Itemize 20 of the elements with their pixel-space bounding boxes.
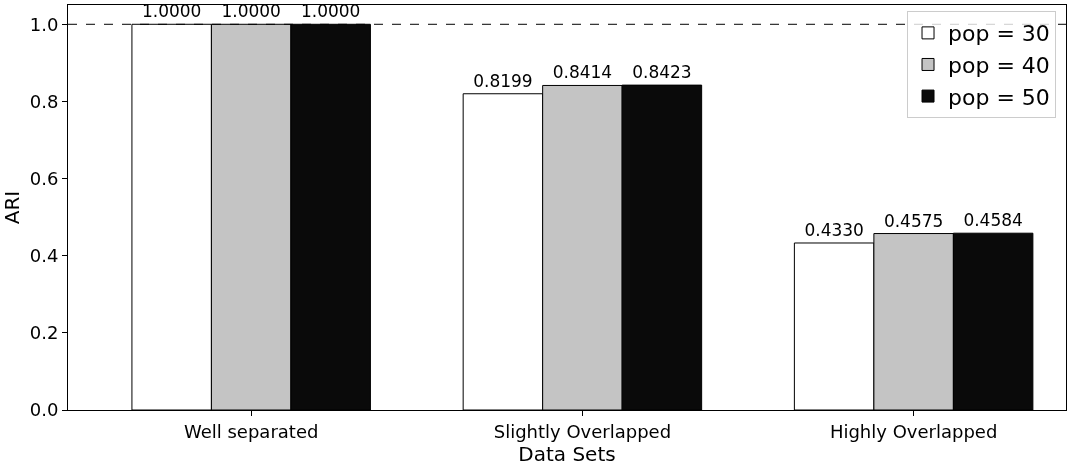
x-tick-label: Slightly Overlapped — [493, 420, 672, 442]
y-tick-label: 1.0 — [29, 13, 59, 35]
y-tick-label: 0.8 — [29, 90, 59, 112]
y-tick-label: 0.6 — [29, 167, 59, 189]
legend-label: pop = 30 — [948, 21, 1050, 47]
x-axis-title: Data Sets — [518, 441, 616, 466]
legend-label: pop = 40 — [948, 53, 1050, 79]
y-tick-label: 0.4 — [29, 245, 59, 267]
x-tick-label: Highly Overlapped — [829, 420, 998, 442]
y-tick-label: 0.2 — [29, 322, 59, 344]
data-label: 0.8414 — [552, 62, 613, 83]
data-label: 0.8199 — [473, 70, 533, 91]
y-axis-title: ARI — [0, 190, 24, 225]
data-label: 0.4575 — [883, 210, 944, 231]
data-label: 0.4330 — [804, 219, 864, 240]
data-label: 0.4584 — [963, 210, 1023, 231]
x-tick-label: Well separated — [183, 420, 319, 442]
data-label: 0.8423 — [632, 62, 692, 83]
y-tick-label: 0.0 — [29, 399, 59, 421]
legend-label: pop = 50 — [948, 84, 1050, 110]
